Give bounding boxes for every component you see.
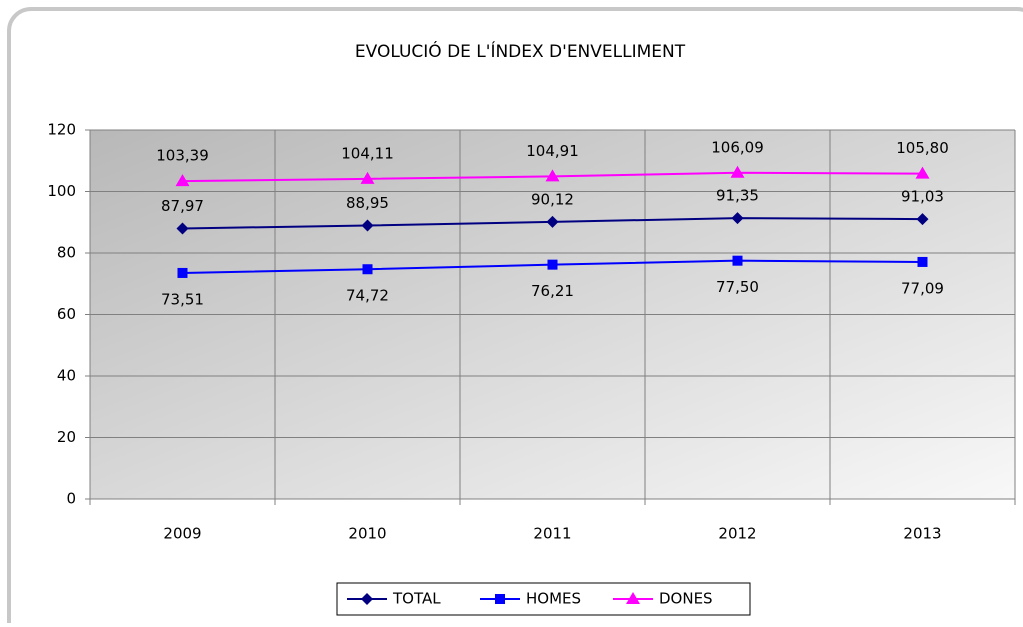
legend-label: DONES xyxy=(659,590,713,608)
data-label: 105,80 xyxy=(896,139,949,157)
marker xyxy=(732,255,743,266)
marker xyxy=(176,222,189,235)
data-label: 73,51 xyxy=(161,290,204,308)
y-tick-label: 100 xyxy=(47,182,76,200)
data-label: 88,95 xyxy=(346,194,389,212)
chart-title: EVOLUCIÓ DE L'ÍNDEX D'ENVELLIMENT xyxy=(355,40,686,62)
data-label: 104,91 xyxy=(526,142,579,160)
y-tick-label: 20 xyxy=(57,428,76,446)
marker xyxy=(917,256,928,267)
marker xyxy=(626,592,640,604)
marker xyxy=(495,594,505,604)
marker xyxy=(175,174,190,187)
marker xyxy=(547,259,558,270)
legend-label: TOTAL xyxy=(392,590,441,608)
marker xyxy=(361,219,374,232)
data-label: 104,11 xyxy=(341,144,394,162)
data-label: 91,03 xyxy=(901,188,944,206)
data-label: 77,50 xyxy=(716,278,759,296)
x-tick-label: 2012 xyxy=(718,525,756,543)
data-label: 74,72 xyxy=(346,287,389,305)
x-tick-label: 2011 xyxy=(533,525,571,543)
x-tick-label: 2009 xyxy=(163,525,201,543)
legend-box xyxy=(336,582,751,616)
data-label: 90,12 xyxy=(531,190,574,208)
marker xyxy=(916,213,929,226)
marker xyxy=(545,169,560,182)
y-tick-label: 40 xyxy=(57,367,76,385)
data-label: 91,35 xyxy=(716,187,759,205)
marker xyxy=(362,264,373,275)
y-tick-label: 80 xyxy=(57,244,76,262)
data-label: 76,21 xyxy=(531,282,574,300)
data-label: 103,39 xyxy=(156,147,209,165)
y-tick-label: 0 xyxy=(66,490,76,508)
legend-label: HOMES xyxy=(526,590,581,608)
data-label: 106,09 xyxy=(711,138,764,156)
data-label: 77,09 xyxy=(901,279,944,297)
marker xyxy=(731,212,744,225)
marker xyxy=(915,166,930,179)
marker xyxy=(360,171,375,184)
marker xyxy=(177,267,188,278)
marker xyxy=(361,593,373,605)
x-tick-label: 2010 xyxy=(348,525,386,543)
x-tick-label: 2013 xyxy=(903,525,941,543)
y-tick-label: 60 xyxy=(57,305,76,323)
data-label: 87,97 xyxy=(161,197,204,215)
marker xyxy=(546,215,559,228)
marker xyxy=(730,165,745,178)
y-tick-label: 120 xyxy=(47,121,76,139)
